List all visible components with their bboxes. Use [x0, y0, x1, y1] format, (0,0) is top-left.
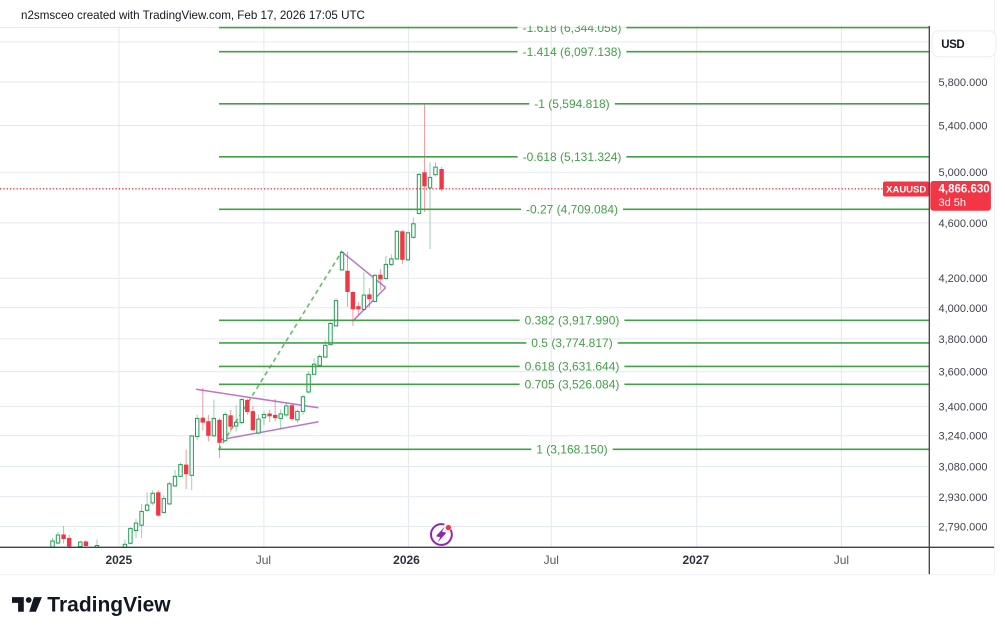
svg-text:0.382 (3,917.990): 0.382 (3,917.990) — [525, 314, 620, 328]
svg-text:0.5 (3,774.817): 0.5 (3,774.817) — [531, 336, 612, 350]
svg-text:-1.414 (6,097.138): -1.414 (6,097.138) — [523, 45, 622, 59]
svg-text:TradingView: TradingView — [47, 594, 171, 617]
svg-text:3,400.000: 3,400.000 — [939, 402, 988, 414]
svg-text:-0.618 (5,131.324): -0.618 (5,131.324) — [523, 150, 622, 164]
svg-text:USD: USD — [941, 39, 964, 51]
svg-text:3,240.000: 3,240.000 — [939, 431, 988, 443]
svg-text:Jul: Jul — [256, 553, 271, 567]
svg-text:5,400.000: 5,400.000 — [939, 121, 988, 133]
svg-text:2,790.000: 2,790.000 — [939, 522, 988, 534]
svg-text:2027: 2027 — [682, 553, 709, 567]
svg-text:Jul: Jul — [544, 553, 559, 567]
svg-text:4,000.000: 4,000.000 — [939, 303, 988, 315]
svg-text:5,800.000: 5,800.000 — [939, 77, 988, 89]
svg-text:5,000.000: 5,000.000 — [939, 167, 988, 179]
svg-text:1 (3,168.150): 1 (3,168.150) — [536, 443, 607, 457]
svg-text:2025: 2025 — [105, 553, 132, 567]
svg-text:3,080.000: 3,080.000 — [939, 462, 988, 474]
svg-text:Jul: Jul — [834, 553, 849, 567]
svg-text:-1 (5,594.818): -1 (5,594.818) — [534, 97, 609, 111]
svg-text:0.705 (3,526.084): 0.705 (3,526.084) — [525, 378, 620, 392]
svg-text:4,200.000: 4,200.000 — [939, 273, 988, 285]
svg-text:3,800.000: 3,800.000 — [939, 334, 988, 346]
svg-text:0.618 (3,631.644): 0.618 (3,631.644) — [525, 360, 620, 374]
svg-text:4,600.000: 4,600.000 — [939, 218, 988, 230]
svg-text:n2smsceo created with TradingV: n2smsceo created with TradingView.com, F… — [21, 9, 365, 22]
svg-text:3,600.000: 3,600.000 — [939, 367, 988, 379]
svg-text:3d 5h: 3d 5h — [939, 197, 967, 209]
svg-text:4,866.630: 4,866.630 — [939, 184, 990, 196]
svg-text:-0.27 (4,709.084): -0.27 (4,709.084) — [526, 203, 618, 217]
svg-text:XAUUSD: XAUUSD — [886, 185, 926, 196]
svg-text:2,930.000: 2,930.000 — [939, 492, 988, 504]
svg-text:2026: 2026 — [393, 553, 420, 567]
